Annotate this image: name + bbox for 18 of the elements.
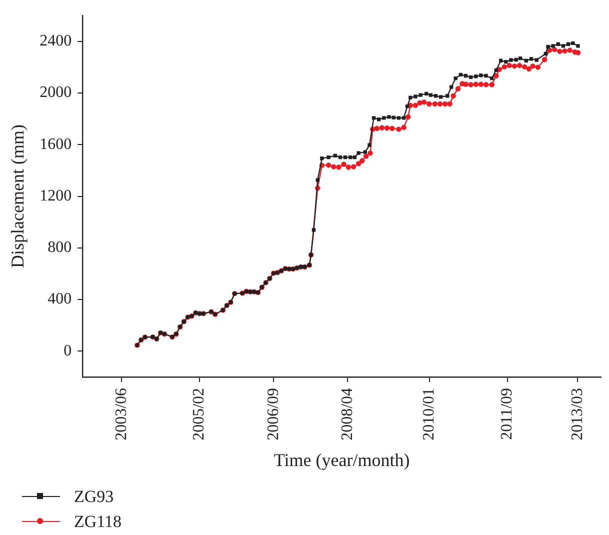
y-axis-title: Displacement (mm)	[8, 124, 28, 268]
y-tick-label: 400	[48, 290, 72, 308]
x-axis-title: Time (year/month)	[274, 450, 410, 470]
x-tick-label: 2005/02	[190, 388, 208, 440]
legend-label: ZG118	[74, 512, 122, 532]
y-tick-label: 2400	[40, 32, 72, 50]
y-tick-label: 0	[64, 342, 72, 360]
x-tick-label: 2006/09	[264, 388, 282, 440]
x-tick-label: 2011/09	[498, 388, 516, 440]
y-tick-label: 1600	[40, 136, 72, 153]
x-tick-label: 2003/06	[112, 388, 130, 440]
y-tick-label: 1200	[40, 187, 72, 204]
x-tick-label: 2008/04	[338, 388, 356, 440]
legend-label: ZG93	[74, 486, 114, 506]
x-tick-label: 2010/01	[420, 388, 438, 440]
y-tick-label: 800	[48, 239, 72, 256]
x-tick-label: 2013/03	[568, 388, 586, 440]
y-tick-label: 2000	[40, 84, 72, 102]
